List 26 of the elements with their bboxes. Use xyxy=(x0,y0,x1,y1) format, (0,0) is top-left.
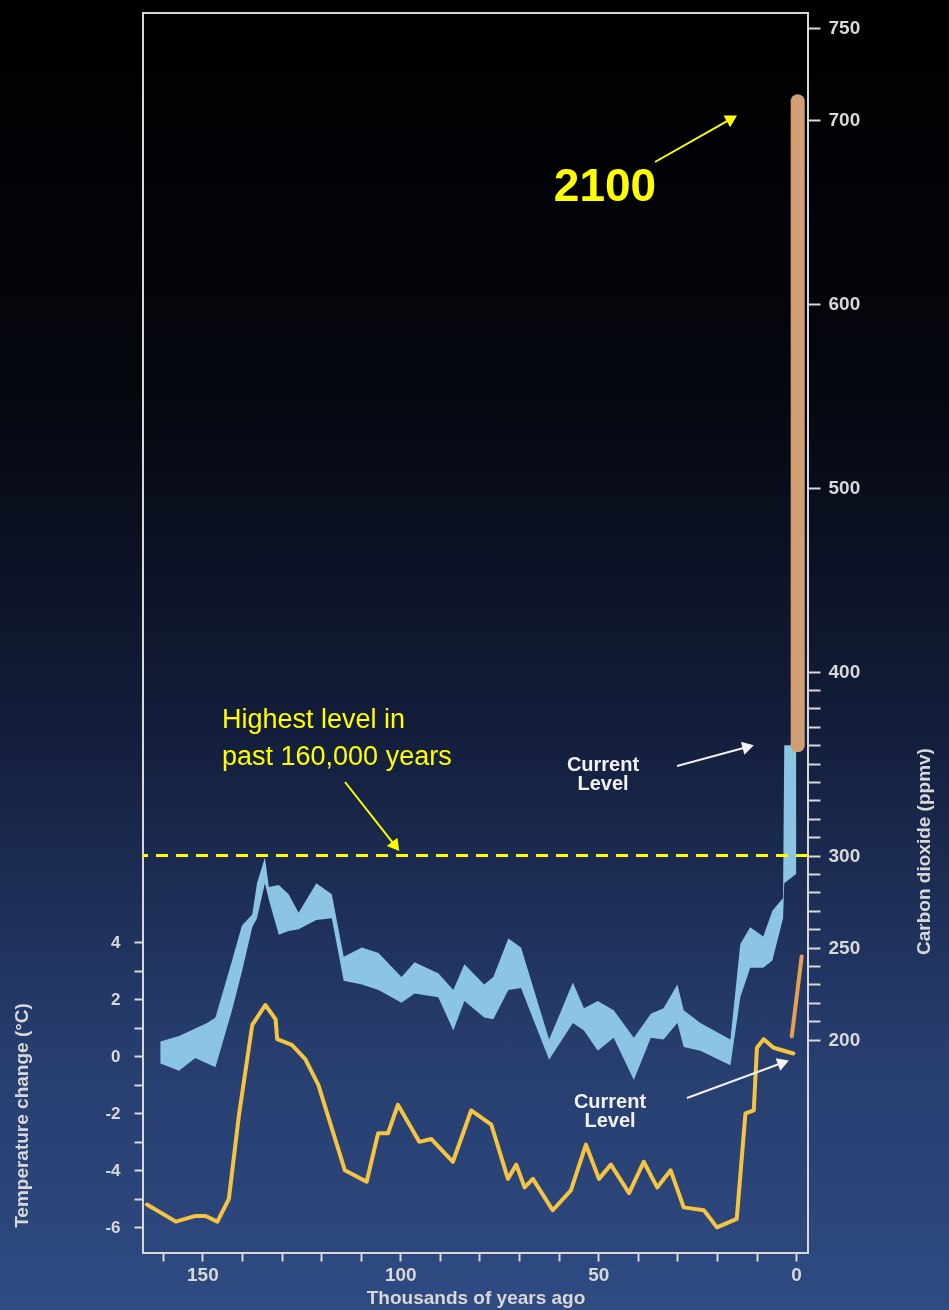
y-tick-label: 0 xyxy=(111,1046,121,1066)
y2-tick-label: 300 xyxy=(828,845,861,867)
x-tick-label: 0 xyxy=(791,1263,802,1285)
x-axis-title: Thousands of years ago xyxy=(366,1286,586,1308)
ref-line-label: Highest level in past 160,000 years xyxy=(222,704,452,771)
y2-tick-label: 500 xyxy=(828,477,861,499)
annotation: Current Level xyxy=(573,1090,647,1131)
x-tick-label: 150 xyxy=(187,1263,219,1285)
y-axis-title: Temperature change (°C) xyxy=(10,1003,32,1228)
y-tick-label: 4 xyxy=(111,932,122,952)
y2-tick-label: 200 xyxy=(828,1029,861,1051)
x-tick-label: 50 xyxy=(588,1263,610,1285)
y2-tick-label: 750 xyxy=(828,17,861,39)
y2-tick-label: 400 xyxy=(828,661,861,683)
y-tick-label: 2 xyxy=(111,989,121,1009)
y-tick-label: -6 xyxy=(105,1217,121,1237)
y-tick-label: -4 xyxy=(105,1160,122,1180)
x-tick-label: 100 xyxy=(384,1263,417,1285)
y2-tick-label: 250 xyxy=(828,937,861,959)
line-series xyxy=(144,1003,796,1230)
y2-axis-title: Carbon dioxide (ppmv) xyxy=(912,748,934,955)
annotation: 2100 xyxy=(553,159,657,211)
y2-tick-label: 600 xyxy=(828,293,861,315)
y-tick-label: -2 xyxy=(105,1103,121,1123)
annotation: Current Level xyxy=(566,753,640,794)
y2-tick-label: 700 xyxy=(828,109,861,131)
